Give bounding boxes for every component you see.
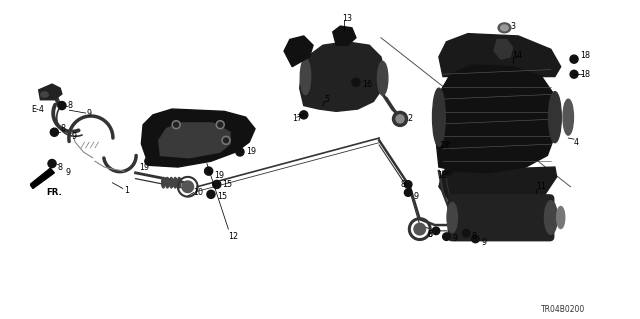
Ellipse shape xyxy=(162,177,165,188)
Circle shape xyxy=(58,101,66,110)
Text: 9: 9 xyxy=(481,238,486,247)
Circle shape xyxy=(432,227,440,234)
Text: 4: 4 xyxy=(574,137,579,147)
Text: 16: 16 xyxy=(362,80,372,89)
Text: 6: 6 xyxy=(428,230,432,239)
Text: 19: 19 xyxy=(246,147,256,156)
Circle shape xyxy=(396,115,404,123)
Circle shape xyxy=(236,148,244,156)
Circle shape xyxy=(462,229,470,237)
Circle shape xyxy=(404,189,412,196)
Polygon shape xyxy=(141,109,255,167)
Circle shape xyxy=(445,167,452,175)
Ellipse shape xyxy=(563,99,573,135)
Polygon shape xyxy=(494,40,513,59)
Circle shape xyxy=(212,180,221,189)
Polygon shape xyxy=(159,123,230,158)
Ellipse shape xyxy=(557,206,564,228)
Text: FR.: FR. xyxy=(46,188,62,197)
Text: 8: 8 xyxy=(428,230,432,239)
Circle shape xyxy=(300,111,308,119)
Ellipse shape xyxy=(166,177,169,188)
Circle shape xyxy=(172,121,180,129)
Circle shape xyxy=(570,55,578,63)
Circle shape xyxy=(205,167,212,175)
Circle shape xyxy=(472,235,479,243)
Text: 10: 10 xyxy=(193,188,204,197)
Ellipse shape xyxy=(548,92,561,143)
Text: 17: 17 xyxy=(292,115,302,123)
Text: 12: 12 xyxy=(228,232,239,241)
Text: 8: 8 xyxy=(58,163,63,172)
Text: 8: 8 xyxy=(472,232,477,241)
Text: 8: 8 xyxy=(60,124,65,133)
Circle shape xyxy=(216,121,224,129)
Text: 18: 18 xyxy=(437,171,447,180)
Circle shape xyxy=(51,128,58,136)
Text: 5: 5 xyxy=(324,95,330,104)
Circle shape xyxy=(182,181,193,193)
Circle shape xyxy=(223,138,228,143)
Circle shape xyxy=(145,157,153,165)
Text: 18: 18 xyxy=(580,51,590,60)
Polygon shape xyxy=(300,42,385,111)
Text: 19: 19 xyxy=(214,171,225,180)
Text: 9: 9 xyxy=(452,234,458,243)
Circle shape xyxy=(443,233,450,241)
Circle shape xyxy=(392,111,408,126)
Circle shape xyxy=(447,138,454,146)
Text: 2: 2 xyxy=(407,115,412,123)
Ellipse shape xyxy=(41,92,48,97)
Text: 11: 11 xyxy=(536,182,546,191)
Ellipse shape xyxy=(500,25,508,31)
Text: 9: 9 xyxy=(72,132,77,141)
Ellipse shape xyxy=(170,177,173,188)
Polygon shape xyxy=(435,65,557,173)
Circle shape xyxy=(207,190,215,198)
Polygon shape xyxy=(284,36,313,67)
Text: 13: 13 xyxy=(342,14,352,23)
Circle shape xyxy=(404,181,412,188)
Ellipse shape xyxy=(173,177,177,188)
Ellipse shape xyxy=(433,88,445,146)
Text: 9: 9 xyxy=(87,108,92,118)
Ellipse shape xyxy=(378,62,388,95)
Circle shape xyxy=(352,78,360,86)
Text: 8: 8 xyxy=(400,180,405,189)
Circle shape xyxy=(414,223,426,235)
Ellipse shape xyxy=(447,203,458,233)
Polygon shape xyxy=(30,168,54,189)
Text: 9: 9 xyxy=(414,191,419,201)
Polygon shape xyxy=(439,33,561,77)
Text: 15: 15 xyxy=(217,191,227,201)
Text: TR04B0200: TR04B0200 xyxy=(541,305,586,314)
Text: 1: 1 xyxy=(124,186,129,195)
Ellipse shape xyxy=(177,177,181,188)
Circle shape xyxy=(222,136,230,145)
Circle shape xyxy=(218,122,223,127)
Text: 14: 14 xyxy=(513,51,523,60)
Ellipse shape xyxy=(498,23,511,33)
Text: 18: 18 xyxy=(580,70,590,79)
FancyBboxPatch shape xyxy=(448,195,554,241)
Circle shape xyxy=(570,70,578,78)
Text: 3: 3 xyxy=(510,22,515,31)
Text: 8: 8 xyxy=(67,101,72,110)
Text: 19: 19 xyxy=(139,163,149,172)
Ellipse shape xyxy=(545,201,557,234)
Text: 18: 18 xyxy=(439,140,449,150)
Polygon shape xyxy=(38,84,62,100)
Polygon shape xyxy=(439,167,557,208)
Ellipse shape xyxy=(300,59,311,94)
Text: 15: 15 xyxy=(223,180,233,189)
Circle shape xyxy=(173,122,179,127)
Text: 9: 9 xyxy=(66,168,71,177)
Text: E-4: E-4 xyxy=(31,105,44,114)
Polygon shape xyxy=(333,26,356,45)
Circle shape xyxy=(48,160,56,167)
